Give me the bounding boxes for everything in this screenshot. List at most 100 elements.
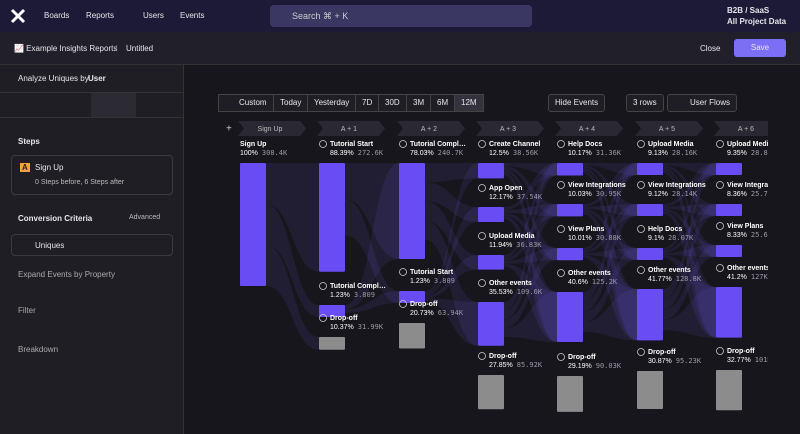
node-name: Other events	[568, 270, 611, 277]
flow-link	[504, 212, 557, 261]
view-select[interactable]: User Flows	[667, 94, 738, 112]
nav-link[interactable]: Users	[143, 11, 164, 20]
add-step[interactable]: +	[226, 124, 232, 135]
active-tab[interactable]	[91, 93, 136, 117]
flow-link	[425, 255, 478, 299]
logo[interactable]	[10, 8, 26, 24]
node-name: Tutorial Start	[410, 269, 454, 276]
project-name[interactable]: B2B / SaaS	[727, 6, 770, 15]
hide-events[interactable]: Hide Events	[548, 94, 606, 112]
advanced-toggle[interactable]: Advanced	[129, 214, 161, 221]
node-percent: 100%	[240, 150, 258, 157]
date-button[interactable]: 12M	[454, 94, 484, 112]
step-header	[317, 121, 385, 136]
search-box[interactable]: Search ⌘ + K	[270, 5, 532, 27]
flow-link	[504, 163, 557, 258]
flow-link	[504, 204, 557, 320]
flow-link	[504, 169, 557, 261]
node-icon	[637, 266, 645, 274]
node-percent: 1.23%	[410, 278, 430, 285]
node-icon	[399, 140, 407, 148]
flow-link	[663, 163, 716, 300]
step-name: Sign Up	[35, 163, 64, 172]
node-percent: 9.13%	[648, 150, 668, 157]
nav-link[interactable]: Boards	[44, 11, 70, 20]
flow-link	[663, 245, 716, 320]
date-button[interactable]: 30D	[378, 94, 407, 112]
node-bar	[716, 370, 742, 411]
node-count: 30.88K	[596, 234, 622, 242]
node-count: 308.4K	[262, 149, 288, 157]
flow-link	[504, 163, 557, 176]
flow-link	[425, 163, 478, 183]
sidebar: Analyze Uniques by User Steps A Sign Up …	[0, 65, 184, 434]
criteria-box[interactable]: Uniques	[11, 234, 173, 256]
node-bar	[399, 291, 425, 303]
node-name: Drop-off	[648, 349, 676, 356]
report-name[interactable]: Untitled	[126, 44, 154, 53]
flow-link	[663, 170, 716, 338]
node-bar	[637, 248, 663, 260]
node-name: Drop-off	[410, 301, 438, 308]
section-title[interactable]: Breakdown	[18, 345, 59, 354]
node-bar	[478, 375, 504, 410]
nav-link[interactable]: Events	[180, 11, 205, 20]
close-button[interactable]: Close	[700, 44, 721, 53]
node-icon	[716, 222, 724, 230]
node-icon	[557, 140, 565, 148]
breadcrumb[interactable]: 📈 Example Insights Reports	[14, 44, 118, 53]
node-bar	[557, 248, 583, 261]
date-button[interactable]: Custom	[218, 94, 274, 112]
flow-link	[425, 163, 478, 294]
node-name: Other events	[727, 265, 770, 272]
save-button[interactable]: Save	[734, 39, 786, 57]
node-bar	[399, 323, 425, 349]
node-count: 127K	[751, 273, 769, 281]
chart-controls: Hide Events 3 rows User Flows Custom Toda…	[218, 94, 778, 112]
node-bar	[478, 207, 504, 222]
flow-link	[266, 245, 319, 350]
flow-link	[583, 168, 637, 260]
node-bar	[240, 163, 266, 286]
node-icon	[478, 232, 486, 240]
flow-link	[345, 199, 399, 303]
node-count: 38.56K	[513, 149, 539, 157]
flow-link	[583, 289, 637, 341]
node-count: 28.07K	[668, 234, 694, 242]
node-icon	[319, 140, 327, 148]
node-percent: 8.36%	[727, 191, 747, 198]
node-icon	[557, 353, 565, 361]
step-card[interactable]: A Sign Up 0 Steps before, 6 Steps after	[11, 155, 173, 195]
node-icon	[557, 225, 565, 233]
node-percent: 12.5%	[489, 150, 509, 157]
unit-select[interactable]: User	[88, 74, 106, 83]
flow-link	[663, 208, 716, 257]
date-button[interactable]: 7D	[355, 94, 380, 112]
date-button[interactable]: Today	[273, 94, 309, 112]
flow-link	[583, 163, 637, 251]
flow-link	[583, 248, 637, 260]
node-count: 272.6K	[358, 149, 384, 157]
node-bar	[637, 289, 663, 341]
rows-select[interactable]: 3 rows	[626, 94, 664, 112]
date-button[interactable]: 3M	[406, 94, 432, 112]
node-percent: 29.19%	[568, 363, 592, 370]
node-percent: 8.33%	[727, 232, 747, 239]
node-icon	[716, 140, 724, 148]
node-name: Tutorial Compl…	[330, 283, 386, 290]
section-title[interactable]: Expand Events by Property	[18, 270, 115, 279]
section-title[interactable]: Filter	[18, 306, 36, 315]
node-count: 101K	[755, 356, 773, 364]
node-name: Tutorial Start	[330, 141, 374, 148]
node-count: 37.54K	[517, 193, 543, 201]
flow-link	[504, 248, 557, 329]
node-bar	[478, 255, 504, 270]
date-button[interactable]: 6M	[430, 94, 456, 112]
node-bar	[637, 163, 663, 175]
node-bar	[716, 245, 742, 257]
date-button[interactable]: Yesterday	[307, 94, 357, 112]
flow-link	[583, 163, 637, 175]
step-detail[interactable]: 0 Steps before, 6 Steps after	[35, 179, 125, 186]
node-name: Create Channel	[489, 141, 540, 148]
nav-link[interactable]: Reports	[86, 11, 115, 20]
